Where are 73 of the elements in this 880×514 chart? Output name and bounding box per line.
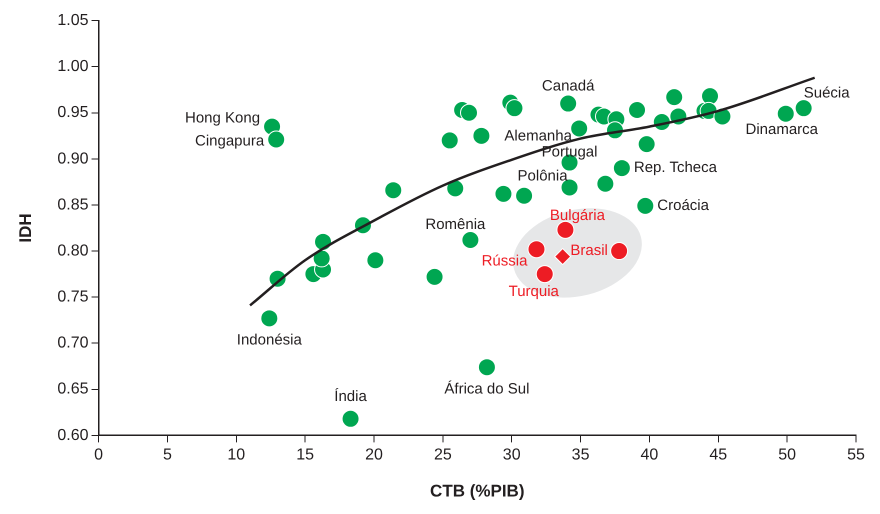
x-tick-label: 15: [296, 446, 314, 464]
x-tick-label: 45: [709, 446, 728, 464]
annotation: Croácia: [657, 197, 710, 214]
annotation: Canadá: [542, 78, 596, 95]
annotation: Portugal: [542, 144, 598, 161]
annotation: Cingapura: [194, 132, 265, 150]
annotation: Bulgária: [550, 206, 606, 224]
point: [701, 87, 720, 106]
y-tick-label: 0.90: [57, 150, 89, 168]
y-tick-label: 0.75: [57, 288, 89, 306]
point: [342, 410, 360, 428]
point: [570, 119, 588, 138]
y-tick-label: 0.95: [57, 104, 89, 122]
annotation: Rep. Tcheca: [634, 159, 718, 176]
point: [460, 104, 478, 122]
x-tick-label: 50: [778, 446, 796, 464]
annotation: Indonésia: [236, 331, 302, 348]
point: [267, 130, 286, 149]
point: [366, 251, 384, 270]
point: [554, 248, 572, 266]
point: [596, 174, 614, 193]
point: [384, 181, 402, 200]
point: [426, 268, 444, 286]
y-tick-label: 0.70: [57, 334, 89, 352]
point: [461, 230, 480, 249]
x-tick-label: 40: [640, 446, 658, 464]
point: [610, 242, 628, 260]
annotation: Brasil: [570, 242, 608, 260]
annotation: Polônia: [518, 168, 568, 185]
point: [446, 179, 464, 198]
point: [527, 240, 546, 258]
annotation: Rússia: [482, 252, 528, 270]
x-tick-label: 10: [227, 446, 246, 464]
point: [612, 159, 631, 178]
x-tick-label: 55: [847, 446, 865, 464]
y-tick-label: 0.80: [57, 242, 89, 260]
annotation: Hong Kong: [185, 110, 260, 127]
x-tick-label: 25: [434, 446, 452, 464]
point: [636, 196, 654, 215]
annotation: Turquia: [508, 283, 560, 300]
y-tick-label: 0.85: [57, 196, 89, 214]
point: [638, 135, 656, 154]
x-tick-label: 0: [94, 446, 104, 464]
x-tick-label: 35: [572, 446, 590, 464]
x-axis-title: CTB (%PIB): [430, 481, 524, 500]
point: [794, 99, 813, 118]
point: [776, 104, 795, 123]
annotation: Dinamarca: [745, 120, 819, 138]
x-tick-label: 5: [162, 446, 172, 464]
y-tick-label: 0.65: [57, 380, 89, 398]
y-tick-label: 0.60: [57, 426, 89, 444]
x-tick-label: 30: [502, 446, 521, 464]
point: [440, 131, 459, 150]
annotation: Alemanha: [504, 128, 573, 145]
point: [628, 101, 646, 120]
x-tick-label: 20: [365, 446, 383, 464]
point: [312, 249, 331, 268]
point: [472, 126, 490, 145]
point: [536, 265, 554, 284]
point: [515, 186, 534, 205]
y-tick-label: 1.05: [57, 12, 89, 30]
annotation: África do Sul: [444, 379, 530, 398]
annotation: Índia: [334, 386, 368, 405]
annotation: Suécia: [804, 84, 850, 102]
point: [494, 184, 512, 203]
y-tick-label: 1.00: [57, 58, 89, 76]
point: [665, 88, 684, 106]
point: [559, 94, 578, 113]
point: [478, 358, 496, 376]
y-axis-title: IDH: [16, 213, 35, 243]
annotation: Romênia: [425, 216, 486, 234]
point: [260, 309, 278, 328]
point: [505, 99, 524, 118]
